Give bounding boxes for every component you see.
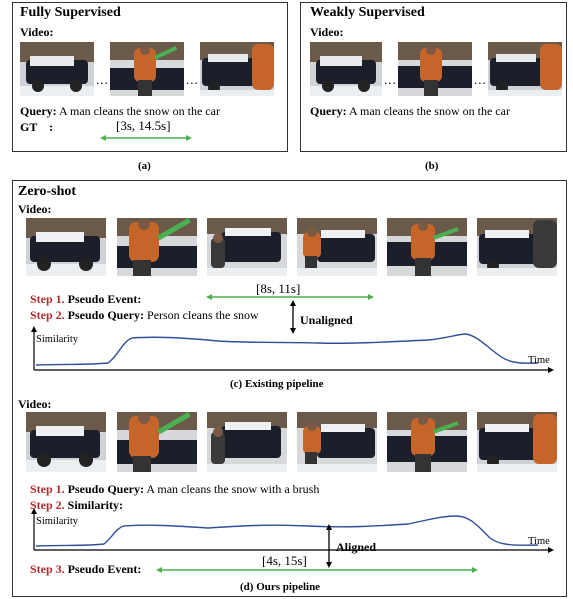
panel-d-step1-value: A man cleans the snow with a brush bbox=[146, 482, 320, 496]
panel-c-step2-label: Step 2. bbox=[30, 308, 65, 322]
car-snow-image bbox=[310, 42, 382, 96]
panel-b-title: Weakly Supervised bbox=[310, 5, 425, 20]
panel-b-dots-1: ... bbox=[384, 72, 397, 87]
man-brush-image bbox=[117, 412, 197, 472]
panel-c-interval: [8s, 11s] bbox=[256, 281, 301, 296]
panel-d-video-label: Video: bbox=[18, 397, 52, 411]
car-man-image bbox=[477, 218, 557, 276]
panel-d-step1-label: Step 1. bbox=[30, 482, 65, 496]
panel-c-step2-value: Person cleans the snow bbox=[147, 308, 259, 322]
man-car-image bbox=[398, 42, 472, 96]
panel-b-frame-2 bbox=[398, 42, 472, 96]
panel-a-video-label: Video: bbox=[20, 25, 54, 39]
man-car-image bbox=[387, 412, 467, 472]
panel-c-unaligned-label: Unaligned bbox=[300, 313, 353, 327]
man-brush-image bbox=[110, 42, 184, 96]
panel-a-query-row: Query: A man cleans the snow on the car bbox=[20, 104, 220, 119]
man-car-image bbox=[387, 218, 467, 276]
panel-d-frame-2 bbox=[117, 412, 197, 472]
panel-c-y-label: Similarity bbox=[36, 334, 78, 345]
panel-b-video-label: Video: bbox=[310, 25, 344, 39]
panel-c-frame-3 bbox=[207, 218, 287, 276]
car-snow-image bbox=[26, 412, 106, 472]
panel-d-aligned-label: Aligned bbox=[336, 540, 377, 554]
panel-c-x-label: Time bbox=[528, 355, 550, 366]
panel-b-dots-2: ... bbox=[474, 72, 487, 87]
panel-b-query-row: Query: A man cleans the snow on the car bbox=[310, 104, 510, 119]
panel-a-title: Fully Supervised bbox=[20, 5, 121, 20]
panel-c-step2-text: Pseudo Query: bbox=[67, 308, 145, 322]
panel-c-step1-text: Pseudo Event: bbox=[67, 292, 142, 306]
panel-c-frame-1 bbox=[26, 218, 106, 276]
panel-d-step2-label: Step 2. bbox=[30, 498, 65, 512]
car-snow-image bbox=[20, 42, 94, 96]
panel-d-interval: [4s, 15s] bbox=[262, 553, 307, 568]
panel-d-caption: (d) Ours pipeline bbox=[240, 581, 321, 593]
car-man-image bbox=[477, 412, 557, 472]
panel-d-frame-5 bbox=[387, 412, 467, 472]
panel-c-frame-4 bbox=[297, 218, 377, 276]
panel-a-frame-3 bbox=[200, 42, 274, 96]
panel-c-frame-5 bbox=[387, 218, 467, 276]
panel-a-dots-2: ... bbox=[186, 72, 199, 87]
panel-c-caption: (c) Existing pipeline bbox=[230, 378, 324, 390]
panel-a-gt-interval: [3s, 14.5s] bbox=[116, 118, 171, 133]
panel-a-dots-1: ... bbox=[96, 72, 109, 87]
panel-d-similarity-plot bbox=[31, 508, 554, 553]
car-man-image bbox=[200, 42, 274, 96]
panel-a-frame-1 bbox=[20, 42, 94, 96]
panel-d-frame-1 bbox=[26, 412, 106, 472]
panel-d-step2-text: Similarity: bbox=[67, 498, 123, 512]
man-bending-image bbox=[297, 412, 377, 472]
man-bending-image bbox=[297, 218, 377, 276]
panel-d-aligned-arrow bbox=[326, 524, 332, 568]
panel-d-step2: Step 2. Similarity: bbox=[30, 498, 123, 513]
panel-d-frame-3 bbox=[207, 412, 287, 472]
panel-d-similarity-curve bbox=[35, 515, 539, 547]
panel-d-frame-6 bbox=[477, 412, 557, 472]
panel-c-similarity-plot bbox=[31, 326, 554, 373]
man-brush-image bbox=[117, 218, 197, 276]
panel-c-interval-arrow bbox=[206, 294, 374, 300]
panel-b-frame-3 bbox=[488, 42, 562, 96]
panel-d-step3-text: Pseudo Event: bbox=[67, 562, 142, 576]
panel-c-step2: Step 2. Pseudo Query: Person cleans the … bbox=[30, 308, 259, 323]
panel-d-interval-arrow bbox=[156, 567, 478, 573]
panel-c-step1: Step 1. Pseudo Event: bbox=[30, 292, 141, 307]
panel-d-x-label: Time bbox=[528, 536, 550, 547]
panel-b-caption: (b) bbox=[425, 160, 439, 172]
car-snow-image bbox=[26, 218, 106, 276]
panel-a-caption: (a) bbox=[138, 160, 151, 172]
man-door-image bbox=[207, 412, 287, 472]
panel-c-step1-label: Step 1. bbox=[30, 292, 65, 306]
panel-d-step1: Step 1. Pseudo Query: A man cleans the s… bbox=[30, 482, 319, 497]
panel-d-step3: Step 3. Pseudo Event: bbox=[30, 562, 141, 577]
panel-c-video-label: Video: bbox=[18, 202, 52, 216]
man-door-image bbox=[207, 218, 287, 276]
panel-d-step1-text: Pseudo Query: bbox=[67, 482, 145, 496]
panel-c-frame-6 bbox=[477, 218, 557, 276]
car-man-image bbox=[488, 42, 562, 96]
panel-d-frame-4 bbox=[297, 412, 377, 472]
panel-a-query-label: Query: bbox=[20, 104, 57, 118]
panel-a-gt-label: GT : bbox=[20, 120, 54, 134]
panel-a-gt-arrow bbox=[100, 135, 192, 141]
panel-a-query-text: A man cleans the snow on the car bbox=[59, 104, 220, 118]
panel-b-query-label: Query: bbox=[310, 104, 347, 118]
panel-c-title: Zero-shot bbox=[18, 184, 77, 199]
panel-b-frame-1 bbox=[310, 42, 382, 96]
panel-d-step3-label: Step 3. bbox=[30, 562, 65, 576]
panel-c-similarity-curve bbox=[35, 333, 539, 366]
panel-c-unaligned-arrow bbox=[290, 300, 296, 334]
panel-b-query-text: A man cleans the snow on the car bbox=[349, 104, 510, 118]
panel-a-frame-2 bbox=[110, 42, 184, 96]
panel-c-frame-2 bbox=[117, 218, 197, 276]
panel-d-y-label: Similarity bbox=[36, 516, 78, 527]
